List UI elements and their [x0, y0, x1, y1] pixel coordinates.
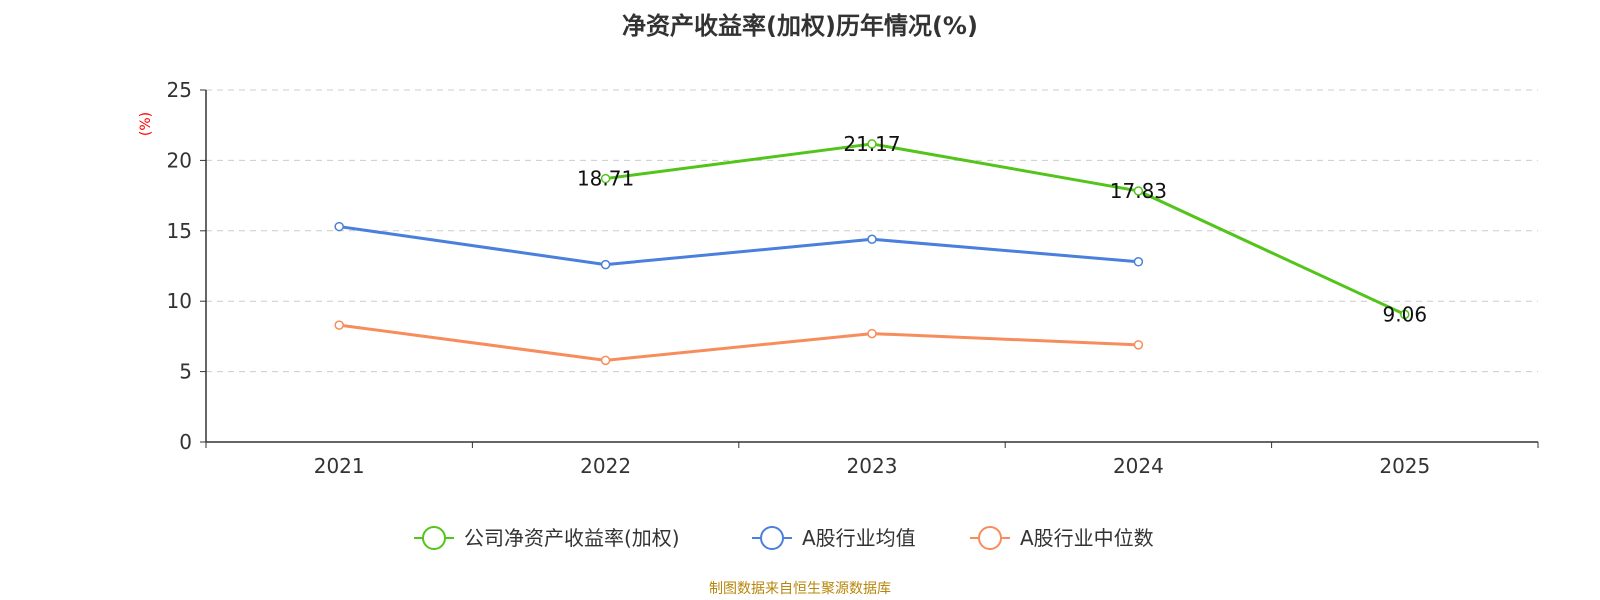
data-point-1-2021 — [334, 221, 344, 232]
data-labels: 18.71 21.17 17.83 9.06 — [577, 132, 1427, 327]
legend-item-2[interactable]: A股行业中位数 — [970, 526, 1154, 550]
y-tick-label: 0 — [179, 430, 192, 454]
data-label-2024: 17.83 — [1110, 179, 1167, 203]
y-tick-label: 20 — [167, 148, 192, 172]
chart-title: 净资产收益率(加权)历年情况(%) — [622, 12, 978, 40]
legend[interactable]: 公司净资产收益率(加权) A股行业均值 A股行业中位数 — [414, 526, 1154, 550]
x-tick-label-2022: 2022 — [580, 454, 631, 478]
legend-marker-icon — [978, 526, 1002, 550]
data-point-2-2021 — [334, 320, 344, 330]
data-point-0-2022 — [600, 173, 611, 184]
grid-lines — [206, 89, 1538, 373]
series-line-2 — [339, 323, 1139, 362]
data-point-2-2022 — [600, 355, 611, 366]
series-lines — [334, 139, 1410, 366]
x-tick-label-2024: 2024 — [1113, 454, 1164, 478]
data-point-2-2023 — [867, 328, 877, 339]
series-line-0 — [605, 142, 1406, 316]
data-point-1-2023 — [867, 234, 877, 244]
x-tick-label-2023: 2023 — [847, 454, 898, 478]
data-point-0-2023 — [867, 139, 877, 149]
data-source-note: 制图数据来自恒生聚源数据库 — [709, 581, 891, 597]
legend-marker-icon — [422, 526, 446, 550]
legend-label: 公司净资产收益率(加权) — [464, 526, 680, 550]
data-point-2-2024 — [1133, 340, 1144, 350]
data-label-2022: 18.71 — [577, 167, 634, 191]
data-point-0-2024 — [1133, 186, 1144, 196]
series-line-1 — [338, 225, 1139, 267]
data-point-0-2025 — [1400, 309, 1410, 320]
y-tick-label: 15 — [167, 219, 192, 243]
legend-label: A股行业中位数 — [1020, 526, 1154, 550]
y-tick-label: 10 — [167, 289, 192, 313]
legend-item-0[interactable]: 公司净资产收益率(加权) — [414, 526, 680, 550]
legend-marker-icon — [760, 526, 784, 550]
data-label-2025: 9.06 — [1383, 302, 1428, 326]
data-point-1-2024 — [1133, 257, 1144, 267]
y-axis-unit-label: (%) — [138, 112, 154, 136]
legend-label: A股行业均值 — [802, 526, 916, 550]
data-label-2023: 21.17 — [843, 132, 900, 156]
y-tick-label: 5 — [179, 360, 192, 384]
legend-item-1[interactable]: A股行业均值 — [752, 526, 916, 550]
x-tick-label-2025: 2025 — [1379, 454, 1430, 478]
x-tick-label-2021: 2021 — [314, 454, 365, 478]
y-tick-label: 25 — [167, 78, 192, 102]
data-point-1-2022 — [600, 259, 611, 270]
